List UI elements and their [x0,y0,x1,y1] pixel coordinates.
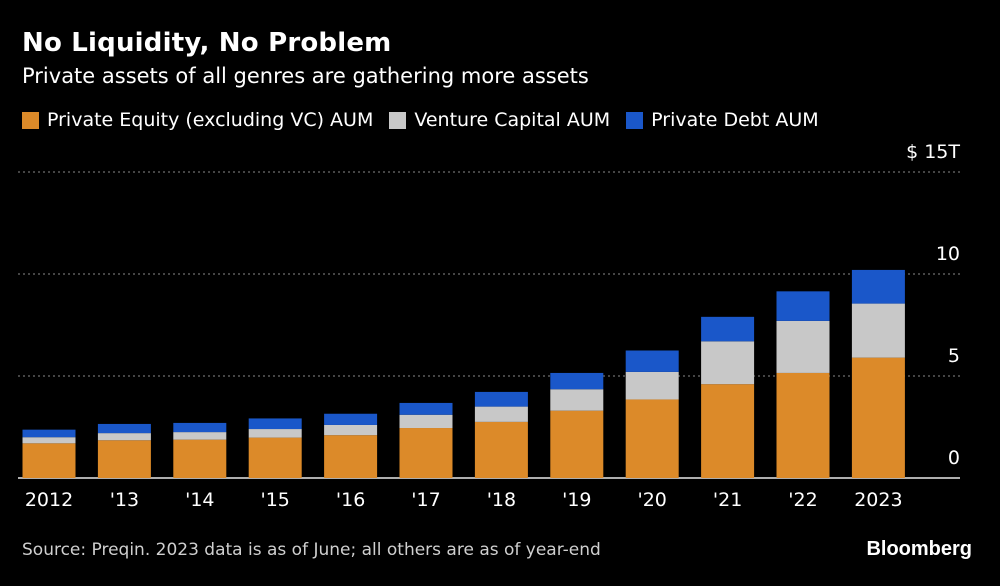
bar-segment-venture-capital [248,429,302,438]
bar-segment-private-equity [474,421,528,478]
bar-segment-private-equity [399,428,453,478]
bar-segment-private-debt [248,418,302,430]
bar-segment-private-debt [324,413,378,425]
legend-item-private-equity: Private Equity (excluding VC) AUM [22,109,373,131]
bar-segment-private-debt [97,423,151,434]
legend-swatch-venture-capital [389,111,407,129]
bar-segment-venture-capital [399,414,453,429]
y-tick-label: $ 15T [906,141,960,163]
bar-segment-private-debt [776,291,830,321]
x-tick-label: '15 [260,489,289,511]
legend-swatch-private-equity [22,111,39,129]
bar-segment-private-debt [625,350,679,372]
legend-label-private-equity: Private Equity (excluding VC) AUM [47,109,374,131]
bar-segment-venture-capital [550,389,604,411]
bar-segment-private-debt [173,422,227,433]
chart-title: No Liquidity, No Problem [22,28,392,58]
bar-segment-venture-capital [22,437,76,444]
bar-segment-private-equity [851,357,905,478]
y-tick-label: 5 [948,345,960,367]
bar-segment-private-debt [701,316,755,342]
y-tick-label: 10 [936,243,960,265]
bar-segment-private-equity [550,410,604,478]
bar-segment-private-debt [399,402,453,415]
bar-segment-private-equity [173,439,227,478]
legend-label-private-debt: Private Debt AUM [651,109,819,131]
bar-layer [22,269,905,478]
legend-item-venture-capital: Venture Capital AUM [389,109,610,131]
source-note: Source: Preqin. 2023 data is as of June;… [22,540,601,560]
legend-item-private-debt: Private Debt AUM [626,109,819,131]
x-tick-label: '13 [110,489,139,511]
bar-segment-venture-capital [701,341,755,385]
x-tick-label: '18 [487,489,516,511]
x-tick-label: '21 [713,489,742,511]
x-tick-label: 2023 [854,489,902,511]
bar-segment-venture-capital [776,320,830,373]
x-tick-label: '20 [637,489,666,511]
bar-segment-private-equity [22,443,76,478]
bar-segment-private-equity [701,384,755,478]
bloomberg-logo: Bloomberg [866,538,972,560]
bar-segment-private-equity [324,435,378,478]
y-tick-label: 0 [948,447,960,469]
x-tick-label: '14 [185,489,214,511]
x-tick-label: '17 [411,489,440,511]
y-axis-labels: 0 5 10 $ 15T [906,141,960,469]
chart-subtitle: Private assets of all genres are gatheri… [22,64,589,88]
bar-segment-private-equity [776,372,830,478]
bar-segment-private-equity [248,437,302,478]
bar-segment-private-debt [550,372,604,390]
bar-segment-venture-capital [173,432,227,440]
bar-segment-private-debt [22,429,76,438]
x-axis-labels: 2012 '13 '14 '15 '16 '17 '18 '19 '20 '21 '22 2023 [25,489,903,511]
bar-segment-venture-capital [625,371,679,400]
x-tick-label: '16 [336,489,365,511]
bar-segment-private-debt [851,269,905,304]
bar-segment-private-equity [97,440,151,478]
bar-segment-private-equity [625,399,679,478]
bar-segment-venture-capital [474,406,528,422]
bar-segment-venture-capital [324,424,378,436]
bar-segment-venture-capital [851,303,905,358]
chart-legend: Private Equity (excluding VC) AUM Ventur… [22,109,835,131]
bar-segment-venture-capital [97,433,151,441]
legend-label-venture-capital: Venture Capital AUM [414,109,611,131]
bar-segment-private-debt [474,391,528,407]
x-tick-label: '22 [788,489,817,511]
x-tick-label: '19 [562,489,591,511]
legend-swatch-private-debt [626,111,644,129]
x-tick-label: 2012 [25,489,73,511]
